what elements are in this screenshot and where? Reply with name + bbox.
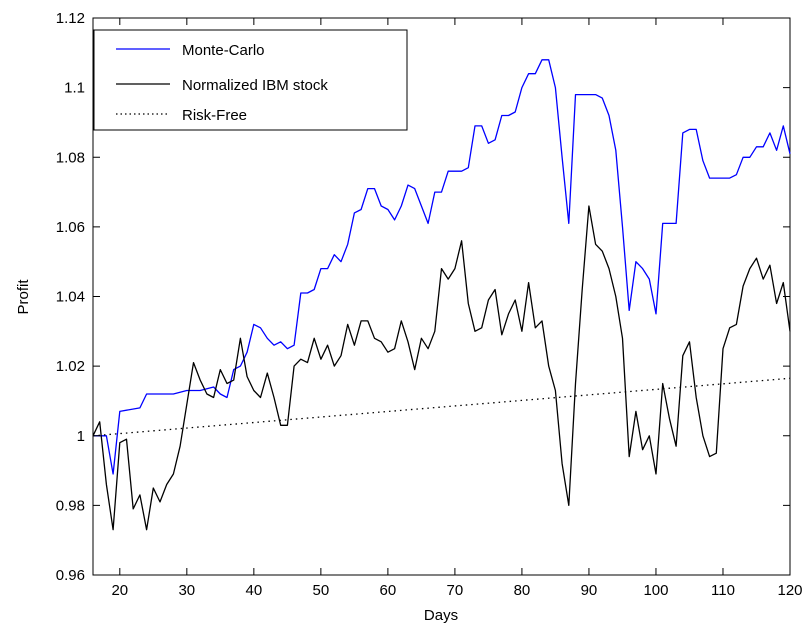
y-tick-label: 0.96 xyxy=(56,567,85,584)
x-tick-label: 20 xyxy=(111,582,128,599)
y-tick-label: 1.02 xyxy=(56,358,85,375)
legend: Monte-Carlo Normalized IBM stock Risk-Fr… xyxy=(93,29,408,131)
x-tick-label: 90 xyxy=(581,582,598,599)
series-layer xyxy=(92,59,791,531)
x-tick-label: 100 xyxy=(643,582,668,599)
x-tick-label: 80 xyxy=(514,582,531,599)
x-tick-label: 110 xyxy=(711,582,735,599)
y-tick-label: 1.12 xyxy=(56,10,85,27)
y-tick-label: 1 xyxy=(77,428,85,445)
x-axis-label: Days xyxy=(424,607,458,624)
x-tick-label: 120 xyxy=(777,582,802,599)
series-line-2 xyxy=(92,377,791,437)
legend-label-monte-carlo: Monte-Carlo xyxy=(182,42,265,59)
y-tick-label: 0.98 xyxy=(56,497,85,514)
x-tick-label: 30 xyxy=(178,582,195,599)
y-tick-label: 1.06 xyxy=(56,219,85,236)
legend-label-ibm-stock: Normalized IBM stock xyxy=(182,77,328,94)
y-tick-label: 1.08 xyxy=(56,149,85,166)
y-tick-label: 1.04 xyxy=(56,289,85,306)
y-tick-label: 1.1 xyxy=(64,80,85,97)
x-tick-label: 60 xyxy=(380,582,397,599)
x-tick-label: 70 xyxy=(447,582,464,599)
x-tick-label: 40 xyxy=(246,582,263,599)
ticks-layer: 20 30 40 50 60 70 80 90 100 110 120 0.96 0.98 1 1.02 1.… xyxy=(56,10,803,599)
legend-label-risk-free: Risk-Free xyxy=(182,107,247,124)
series-line-0 xyxy=(93,59,791,475)
x-tick-label: 50 xyxy=(313,582,330,599)
y-axis-label: Profit xyxy=(15,279,32,315)
legend-box xyxy=(93,29,408,131)
series-line-1 xyxy=(92,205,791,531)
